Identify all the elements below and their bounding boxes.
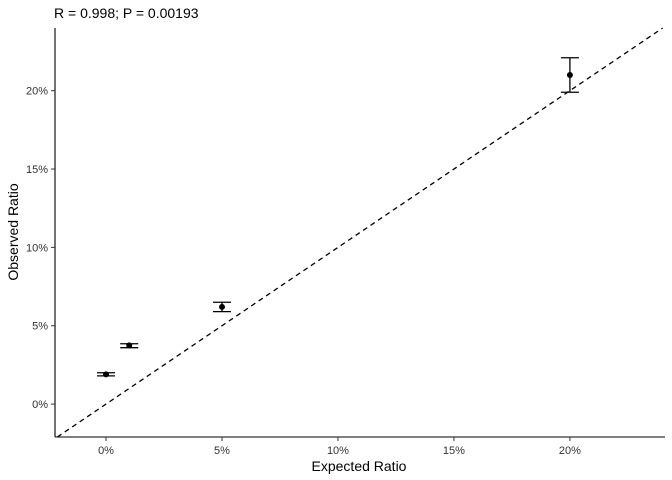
data-point	[126, 342, 133, 349]
chart-title: R = 0.998; P = 0.00193	[54, 5, 199, 21]
y-tick-label: 20%	[26, 86, 48, 98]
x-tick-label: 15%	[443, 445, 465, 457]
data-point	[218, 303, 225, 310]
x-tick-label: 5%	[214, 445, 230, 457]
plot-area: 0% 5% 10% 15% 20% 0% 5% 10% 15% 20%	[26, 27, 665, 457]
data-point	[566, 72, 573, 79]
y-tick-label: 15%	[26, 164, 48, 176]
x-tick-label: 10%	[327, 445, 349, 457]
reference-line	[56, 27, 664, 438]
y-tick-label: 0%	[32, 399, 48, 411]
y-axis-title: Observed Ratio	[5, 183, 21, 280]
x-tick-label: 0%	[98, 445, 114, 457]
data-point	[103, 371, 110, 378]
y-tick-label: 5%	[32, 321, 48, 333]
x-axis-title: Expected Ratio	[312, 458, 407, 474]
y-tick-label: 10%	[26, 242, 48, 254]
x-tick-label: 20%	[559, 445, 581, 457]
